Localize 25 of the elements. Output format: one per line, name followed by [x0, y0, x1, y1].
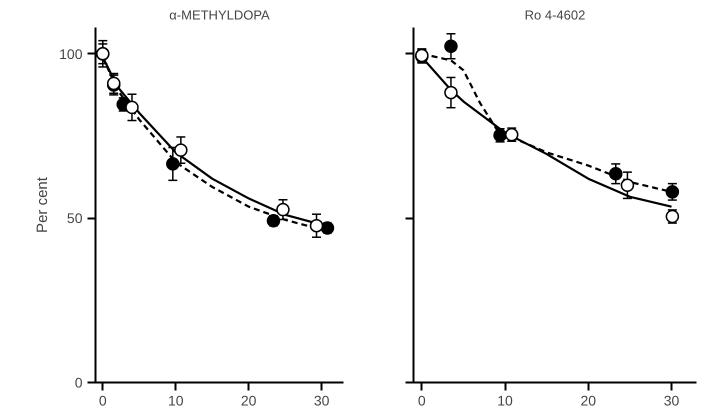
point	[444, 40, 458, 53]
x-tick-label: 30	[314, 392, 330, 408]
point	[166, 157, 180, 171]
x-tick-label: 20	[580, 392, 596, 408]
point	[174, 143, 188, 157]
point	[444, 86, 458, 100]
x-tick-label: 10	[168, 392, 184, 408]
point	[620, 178, 634, 192]
chart-title: Ro 4-4602	[524, 8, 586, 22]
point	[266, 214, 280, 228]
point	[125, 100, 139, 114]
x-tick-label: 0	[418, 392, 426, 408]
chart-title: α-METHYLDOPA	[169, 8, 270, 22]
y-tick-label: 50	[66, 210, 83, 226]
x-tick-label: 10	[497, 392, 514, 408]
point	[276, 202, 290, 216]
x-tick-label: 30	[664, 392, 680, 408]
y-tick-label: 0	[74, 374, 83, 390]
y-axis-title: Per cent	[34, 176, 52, 233]
y-tick-label: 100	[59, 46, 83, 62]
x-tick-label: 0	[98, 392, 107, 408]
point	[310, 218, 324, 232]
x-tick-label: 20	[240, 392, 257, 408]
point	[666, 185, 680, 199]
point	[609, 167, 623, 181]
